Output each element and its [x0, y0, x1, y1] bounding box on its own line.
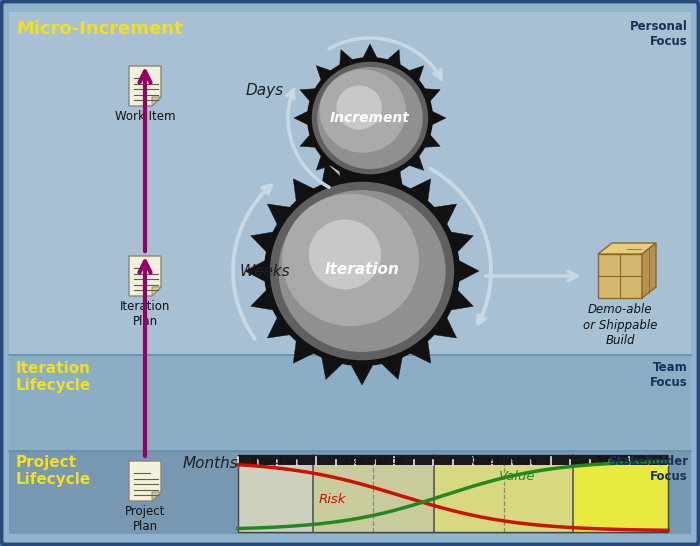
Bar [9, 12, 691, 355]
Polygon shape [448, 232, 473, 254]
Polygon shape [421, 88, 440, 104]
Polygon shape [294, 110, 311, 126]
Bar [433, 455, 573, 532]
Polygon shape [251, 288, 276, 311]
Ellipse shape [309, 219, 381, 289]
Text: Value: Value [499, 470, 536, 483]
Polygon shape [316, 66, 334, 83]
Text: Inception: Inception [251, 456, 300, 466]
Polygon shape [407, 338, 430, 363]
Polygon shape [152, 492, 161, 501]
Polygon shape [379, 163, 402, 188]
Polygon shape [421, 133, 440, 147]
Polygon shape [129, 461, 161, 501]
Text: Iteration
Plan: Iteration Plan [120, 300, 170, 328]
Ellipse shape [312, 62, 428, 174]
Polygon shape [129, 66, 161, 106]
Text: Increment: Increment [330, 111, 410, 125]
Polygon shape [429, 110, 446, 126]
Polygon shape [267, 315, 293, 338]
Ellipse shape [264, 176, 460, 366]
Ellipse shape [320, 69, 406, 153]
Polygon shape [456, 259, 479, 283]
Ellipse shape [270, 182, 454, 360]
Polygon shape [251, 232, 276, 254]
Polygon shape [350, 362, 374, 385]
Ellipse shape [317, 67, 423, 169]
Polygon shape [293, 179, 316, 204]
Polygon shape [300, 88, 318, 104]
Text: Iteration: Iteration [325, 262, 400, 276]
Polygon shape [598, 243, 656, 254]
Bar [9, 451, 691, 534]
Bar [314, 455, 433, 532]
Text: Team
Focus: Team Focus [650, 361, 688, 389]
Polygon shape [340, 168, 355, 186]
Bar [238, 455, 668, 465]
Ellipse shape [337, 86, 382, 129]
Text: Micro-Increment: Micro-Increment [16, 20, 183, 38]
Polygon shape [350, 157, 374, 180]
Text: Project
Lifecycle: Project Lifecycle [16, 455, 91, 488]
Polygon shape [321, 163, 344, 188]
Polygon shape [321, 354, 344, 379]
Text: Days: Days [246, 84, 284, 98]
Polygon shape [598, 254, 642, 298]
Polygon shape [245, 259, 268, 283]
Polygon shape [448, 288, 473, 311]
Polygon shape [642, 243, 656, 298]
Text: Work Item: Work Item [115, 110, 175, 123]
Bar [238, 455, 314, 532]
Polygon shape [340, 50, 355, 68]
Bar [9, 355, 691, 451]
Polygon shape [293, 338, 316, 363]
Text: Risk: Risk [319, 493, 346, 506]
Text: Project
Plan: Project Plan [125, 505, 165, 533]
Ellipse shape [279, 190, 446, 352]
Polygon shape [152, 287, 161, 296]
Polygon shape [129, 256, 161, 296]
Polygon shape [431, 315, 456, 338]
Text: Months: Months [182, 455, 238, 471]
Text: Elaboration: Elaboration [344, 456, 403, 466]
Text: Weeks: Weeks [240, 264, 290, 278]
Polygon shape [152, 97, 161, 106]
Text: Iteration
Lifecycle: Iteration Lifecycle [16, 361, 91, 394]
Text: Demo-able
or Shippable
Build: Demo-able or Shippable Build [583, 303, 657, 347]
Polygon shape [362, 44, 379, 61]
Polygon shape [267, 204, 293, 227]
Polygon shape [431, 204, 456, 227]
Text: Personal
Focus: Personal Focus [630, 20, 688, 48]
Polygon shape [316, 153, 334, 170]
Ellipse shape [307, 57, 433, 179]
Bar [573, 455, 668, 532]
Text: Transition: Transition [595, 456, 646, 466]
Bar [238, 455, 668, 532]
Polygon shape [385, 168, 400, 186]
Polygon shape [407, 179, 430, 204]
Polygon shape [406, 66, 424, 83]
Text: Stakeholder
Focus: Stakeholder Focus [608, 455, 688, 483]
Ellipse shape [282, 194, 419, 326]
Polygon shape [406, 153, 424, 170]
Polygon shape [362, 175, 379, 192]
Polygon shape [385, 50, 400, 68]
Polygon shape [300, 133, 318, 147]
Polygon shape [379, 354, 402, 379]
Text: Construction: Construction [470, 456, 537, 466]
